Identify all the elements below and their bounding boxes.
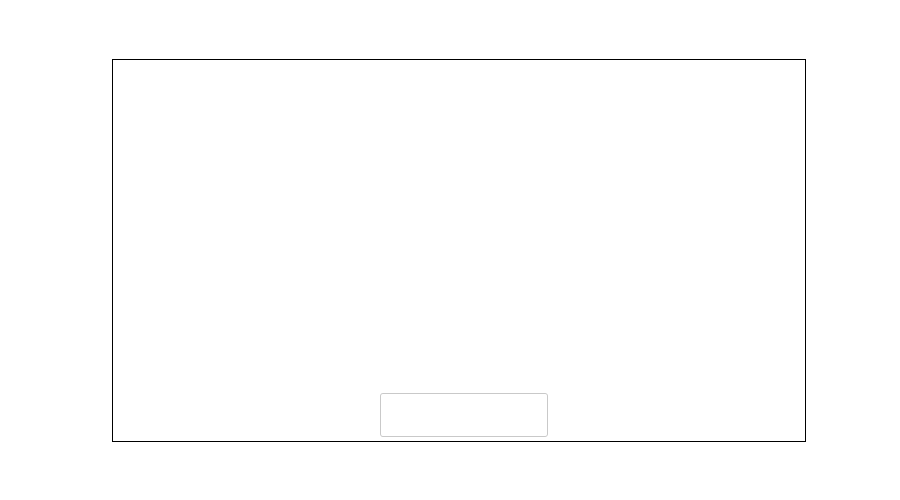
- legend-row-downloads: [388, 416, 547, 435]
- legend-swatch-downloads: [388, 420, 413, 432]
- legend: [380, 393, 548, 437]
- legend-swatch-distinct-ips: [388, 401, 413, 413]
- plot-frame: [112, 59, 806, 442]
- legend-row-distinct-ips: [388, 397, 547, 416]
